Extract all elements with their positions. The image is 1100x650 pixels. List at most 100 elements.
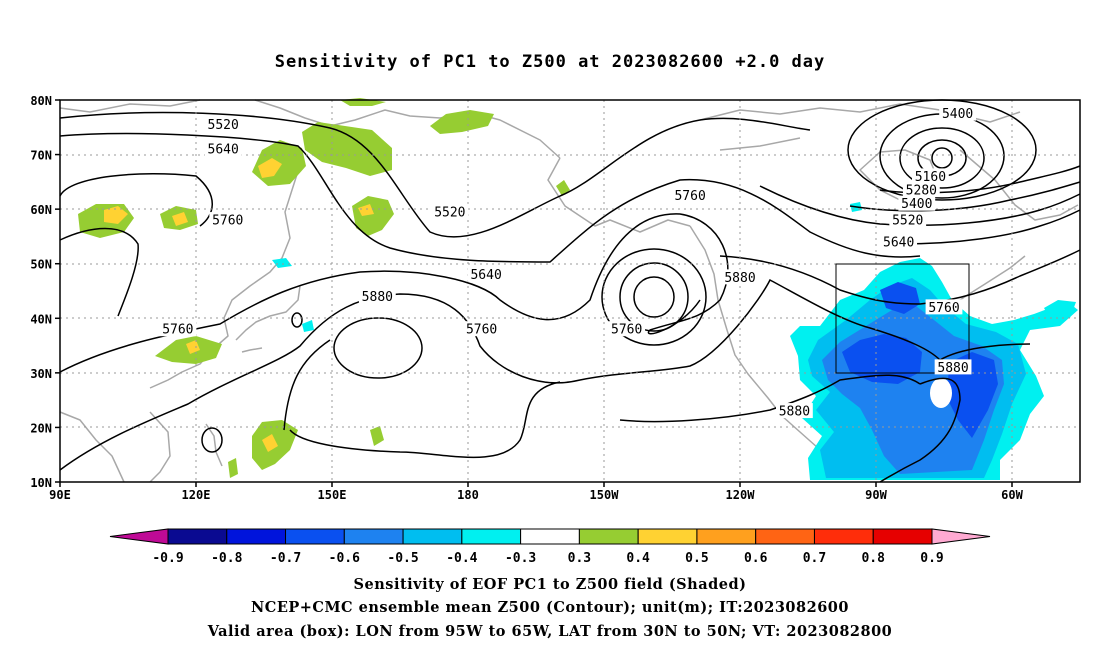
contour-label-bg: [204, 116, 242, 132]
contour-low-ring-1: [931, 147, 953, 169]
valid-area-box: [835, 263, 970, 374]
shade-yellow-4: [262, 434, 278, 452]
colorbar: -0.9 -0.8 -0.7 -0.6 -0.5 -0.4 -0.3 0.3 0.4 0.5 0.6…: [109, 528, 991, 566]
contour-5520-east: [759, 185, 1081, 226]
contour-label: 5640: [467, 266, 505, 283]
colorbar-swatch: [402, 528, 463, 545]
contour-label-text: 5640: [208, 143, 239, 158]
contour-label-text: 5280: [906, 184, 937, 199]
contour-5640-east: [899, 209, 1081, 245]
lat-tick-label: 30N: [30, 367, 52, 381]
contour-label: 5520: [889, 212, 927, 229]
shade-yellow-5: [186, 340, 200, 354]
lat-tick-label: 20N: [30, 421, 52, 435]
lat-tick-label: 70N: [30, 149, 52, 163]
map-title: Sensitivity of PC1 to Z500 at 2023082600…: [275, 52, 826, 72]
contour-label: 5760: [159, 321, 197, 338]
contour-label-bg: [467, 266, 505, 282]
contour-label-bg: [608, 321, 646, 337]
colorbar-label: -0.5: [387, 551, 418, 566]
shade-positive-small-1: [370, 426, 384, 446]
contour-label-bg: [209, 212, 247, 228]
lat-tick-label: 10N: [30, 476, 52, 490]
sensitivity-shading: [78, 98, 1078, 480]
contour-small-loop-1: [201, 427, 223, 453]
coastline-southeast-asia: [59, 411, 171, 483]
contour-5880-atlantic: [879, 343, 1031, 483]
contour-label-text: 5880: [937, 361, 968, 376]
map-panel: 5520 5640 5760 5760 5880 5520 5640 5760 5760 5760…: [30, 94, 1081, 502]
contour-label: 5760: [463, 321, 500, 338]
contour-5760-main: [59, 213, 729, 373]
contour-label-text: 5520: [208, 118, 239, 133]
lon-tick-label: 60W: [1001, 488, 1023, 502]
contour-label-bg: [463, 321, 500, 337]
contour-label: 5400: [939, 105, 976, 122]
contour-label-bg: [880, 233, 918, 249]
contour-label: 5760: [925, 299, 963, 316]
shade-yellow-3: [172, 212, 188, 226]
contour-label-bg: [671, 187, 709, 203]
contour-label-text: 5160: [915, 170, 946, 185]
colorbar-swatch: [167, 528, 228, 545]
contour-cutoff-low-2: [619, 262, 689, 332]
colorbar-swatch: [813, 528, 874, 545]
caption-line-3: Valid area (box): LON from 95W to 65W, L…: [207, 623, 893, 640]
caption-line-1: Sensitivity of EOF PC1 to Z500 field (Sh…: [354, 576, 747, 593]
contour-label-bg: [431, 203, 469, 219]
contour-5760-east: [719, 249, 1081, 305]
contour-label: 5880: [934, 359, 972, 376]
shade-yellow-6: [358, 204, 374, 216]
contour-label-bg: [776, 403, 813, 419]
contour-label-bg: [358, 288, 396, 304]
lon-tick-label: 150E: [318, 488, 347, 502]
contour-label-text: 5520: [434, 205, 465, 220]
contour-label-bg: [939, 105, 976, 121]
colorbar-label: -0.6: [329, 551, 360, 566]
contour-label-bg: [912, 168, 949, 184]
shade-negative-small-asia: [272, 258, 292, 268]
contour-label-text: 5760: [928, 301, 959, 316]
colorbar-label: -0.8: [211, 551, 242, 566]
contour-label: 5520: [204, 116, 242, 133]
colorbar-label: -0.7: [270, 551, 301, 566]
shade-positive-small-2: [228, 458, 238, 478]
coastline-philippines: [205, 423, 223, 467]
colorbar-swatch: [520, 528, 580, 545]
contour-label-bg: [898, 195, 936, 211]
colorbar-label: 0.4: [626, 551, 650, 566]
lat-tick-label: 50N: [30, 258, 52, 272]
contour-labels: 5520 5640 5760 5760 5880 5520 5640 5760 5760 5760…: [159, 105, 976, 420]
negative-sensitivity-areas: [272, 202, 1078, 480]
contour-label-text: 5880: [779, 405, 810, 420]
shade-negative-small-japan: [302, 320, 314, 332]
longitude-axis: 90E 120E 150E 180 150W 120W 90W 60W: [49, 482, 1024, 502]
colorbar-swatch: [872, 528, 933, 545]
lat-tick-label: 60N: [30, 203, 52, 217]
contour-label-bg: [721, 269, 759, 285]
contour-label: 5760: [671, 187, 709, 204]
contour-label-text: 5880: [362, 290, 393, 305]
contour-label-text: 5640: [470, 268, 501, 283]
contour-label: 5880: [721, 269, 759, 286]
lon-tick-label: 90W: [865, 488, 887, 502]
lat-tick-label: 40N: [30, 312, 52, 326]
contour-label-bg: [902, 182, 940, 198]
colorbar-label: 0.5: [685, 551, 708, 566]
contour-low-ring-3: [899, 127, 985, 189]
colorbar-swatch: [637, 528, 698, 545]
lon-tick-label: 120E: [182, 488, 211, 502]
lon-tick-label: 120W: [726, 488, 756, 502]
shade-yellow-2: [104, 206, 128, 224]
contour-label: 5880: [358, 288, 396, 305]
contour-cutoff-low-1: [633, 276, 675, 318]
colorbar-swatch: [696, 528, 757, 545]
shade-positive-bering: [302, 122, 392, 176]
lon-tick-label: 180: [457, 488, 479, 502]
shade-yellow-1: [258, 158, 282, 178]
colorbar-swatch: [226, 528, 287, 545]
colorbar-end-low: [109, 528, 169, 545]
contour-label-bg: [889, 212, 927, 228]
shade-negative-core-3: [880, 282, 920, 314]
colorbar-label: -0.9: [152, 551, 183, 566]
